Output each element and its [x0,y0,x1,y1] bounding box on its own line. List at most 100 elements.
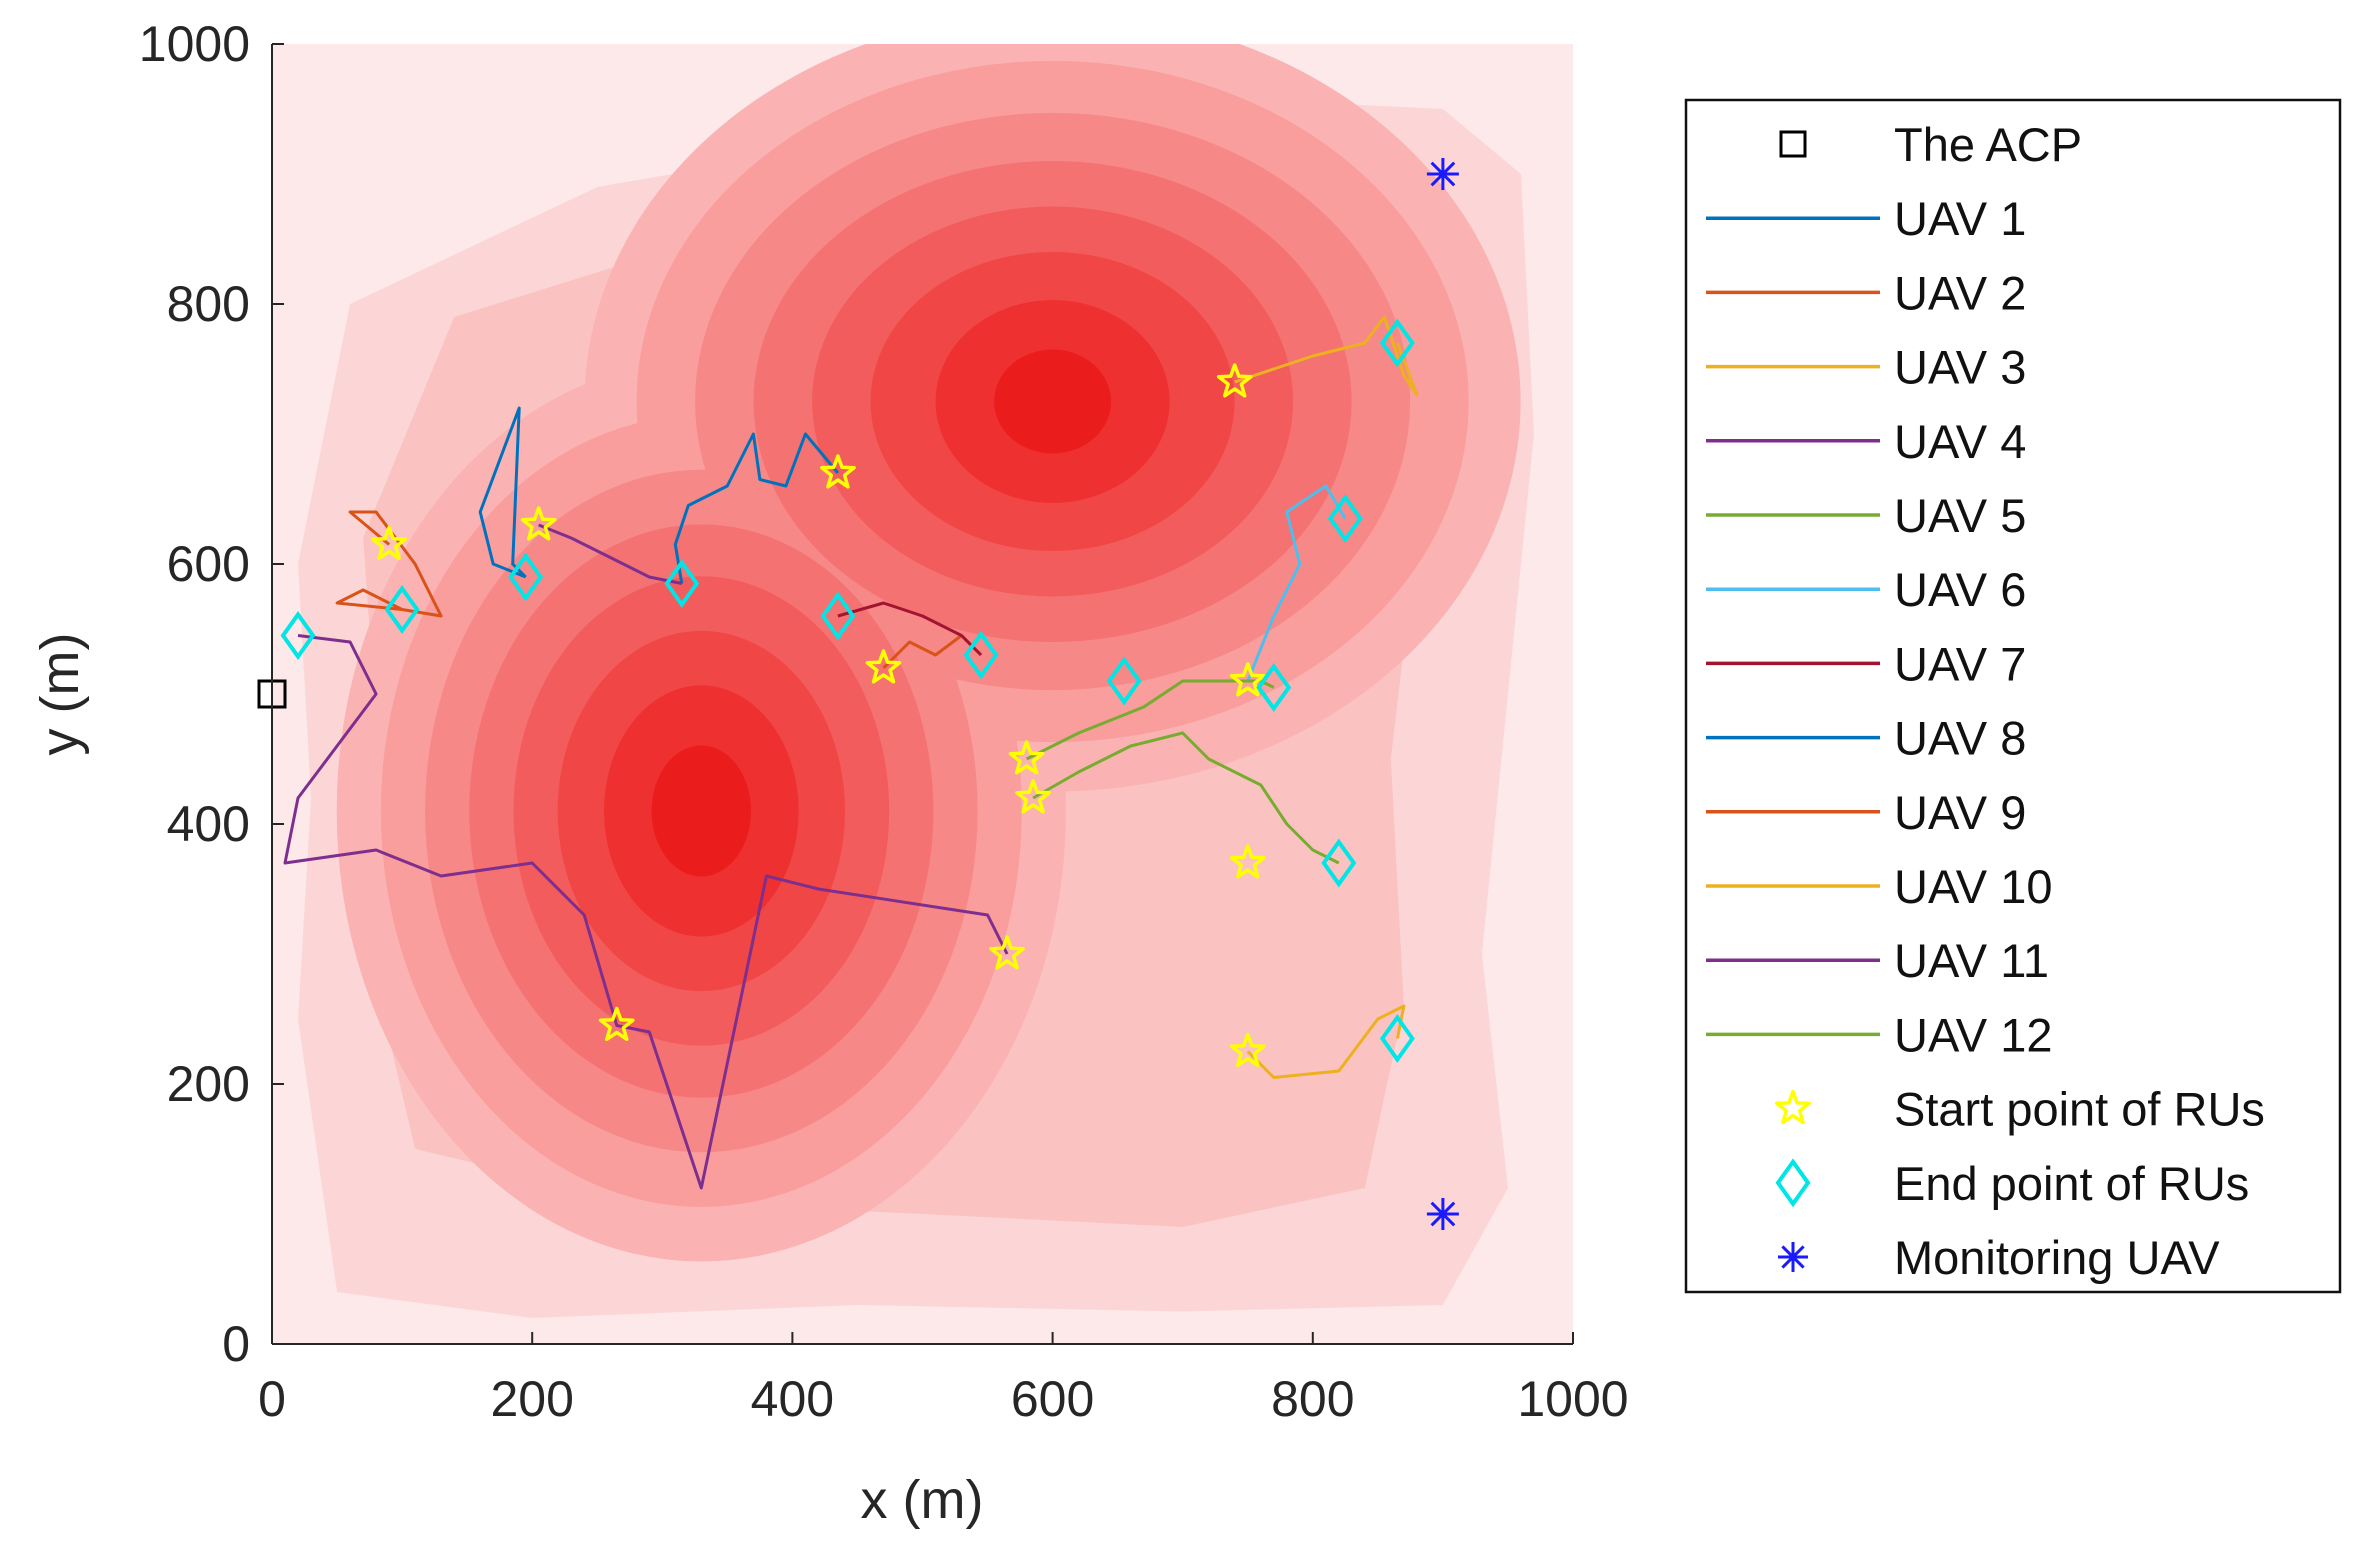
y-tick-label-1000: 1000 [139,16,250,72]
series-line-uav-4 [538,523,683,585]
y-tick-label-0: 0 [222,1316,250,1372]
legend-item-monitoring-uav: Monitoring UAV [1778,1231,2220,1284]
trajectory-lines [283,315,1419,1190]
end-point-marker-7 [1106,656,1142,706]
start-point-marker-5 [989,935,1025,970]
start-point-marker-1 [371,525,408,561]
contour-peak-b-level-8 [651,745,752,877]
x-tick-label-600: 600 [1011,1371,1094,1427]
monitoring-uav-marker-2-stroke-4 [1430,1201,1456,1227]
end-point-marker-5 [820,591,856,641]
series-line-uav-9 [335,510,443,618]
legend-label-start-point-of-rus: Start point of RUs [1894,1083,2265,1136]
legend-label-uav-10: UAV 10 [1894,860,2053,913]
legend-label-the-acp: The ACP [1894,118,2082,171]
legend-label-uav-2: UAV 2 [1894,266,2026,319]
end-point-marker-2 [384,585,420,634]
legend-item-uav-8: UAV 8 [1706,712,2026,765]
end-point-marker-6 [963,630,999,680]
legend-label-uav-6: UAV 6 [1894,563,2026,616]
legend-item-uav-9: UAV 9 [1706,786,2026,839]
legend-item-uav-7: UAV 7 [1706,637,2026,690]
end-point-marker-1 [280,611,316,660]
axis-ticks: 0 200 400 600 800 1000 0 200 400 600 800 1000 [139,16,1629,1427]
y-tick-label-800: 800 [167,276,250,332]
legend-item-uav-6: UAV 6 [1706,563,2026,616]
legend-label-uav-11: UAV 11 [1894,934,2049,987]
end-point-marker-3 [508,552,544,602]
legend-item-uav-4: UAV 4 [1706,415,2026,468]
start-point-marker-4 [865,649,902,684]
x-tick-label-1000: 1000 [1517,1371,1628,1427]
legend-items: The ACP UAV 1 UAV 2 UAV 3 UAV 4 UAV 5 UAV 6 UAV… [1706,118,2265,1284]
x-tick-label-0: 0 [258,1371,286,1427]
start-point-marker-10 [1229,662,1266,697]
end-point-marker-8 [1256,663,1292,712]
monitoring-uav-marker-1 [1426,158,1459,190]
legend-item-start-point-of-rus: Start point of RUs [1775,1083,2265,1136]
series-line-uav-6 [1246,484,1347,682]
start-point-marker-11 [1229,844,1266,879]
x-axis-label: x (m) [861,1470,984,1530]
legend-item-uav-1: UAV 1 [1706,192,2026,245]
contour-peak-a-level-8 [994,349,1112,454]
x-tick-label-800: 800 [1271,1371,1354,1427]
legend-item-end-point-of-rus: End point of RUs [1775,1157,2249,1210]
end-point-marker-9 [1327,494,1363,543]
series-line-uav-10 [1246,1004,1406,1079]
series-line-uav-1 [673,432,840,584]
start-point-marker-8 [1015,779,1052,814]
markers-layer [257,158,1459,1230]
series-line-uav-8 [478,406,527,579]
y-tick-label-600: 600 [167,536,250,592]
legend-item-uav-2: UAV 2 [1706,266,2026,319]
legend-item-uav-3: UAV 3 [1706,341,2026,394]
y-axis-label: y (m) [30,633,90,756]
legend-label-uav-8: UAV 8 [1894,712,2026,765]
end-point-marker-12 [1379,1014,1415,1063]
start-point-marker-6 [598,1006,635,1042]
legend-item-the-acp: The ACP [1779,118,2082,171]
legend-label-uav-5: UAV 5 [1894,489,2026,542]
legend-swatch-monitoring-uav [1778,1242,1808,1272]
legend-label-uav-7: UAV 7 [1894,637,2026,690]
legend-swatch-end-point-of-rus [1775,1158,1811,1208]
density-contours [298,44,1534,1318]
legend-label-uav-12: UAV 12 [1894,1008,2053,1061]
x-tick-label-200: 200 [490,1371,573,1427]
legend-label-end-point-of-rus: End point of RUs [1894,1157,2249,1210]
legend: The ACP UAV 1 UAV 2 UAV 3 UAV 4 UAV 5 UAV 6 UAV… [1684,98,2342,1294]
monitoring-uav-marker-2 [1426,1198,1459,1230]
legend-swatch-the-acp [1779,130,1807,158]
series-line-uav-11 [283,634,1009,1190]
legend-swatch-start-point-of-rus [1775,1089,1811,1125]
start-point-marker-9 [1216,363,1253,398]
start-point-marker-7 [1008,740,1045,775]
series-line-uav-7 [837,601,983,657]
start-point-marker-3 [820,454,856,489]
plot-area: 0 200 400 600 800 1000 0 200 400 600 800 1000 [139,16,1629,1427]
x-tick-label-400: 400 [751,1371,834,1427]
end-point-marker-11 [1379,318,1415,368]
legend-label-monitoring-uav: Monitoring UAV [1894,1231,2220,1284]
legend-item-uav-5: UAV 5 [1706,489,2026,542]
legend-label-uav-4: UAV 4 [1894,415,2026,468]
start-point-marker-2 [520,506,557,541]
legend-label-uav-3: UAV 3 [1894,341,2026,394]
legend-label-uav-1: UAV 1 [1894,192,2026,245]
end-point-marker-4 [664,559,700,608]
end-point-marker-10 [1321,838,1357,888]
y-tick-label-400: 400 [167,796,250,852]
monitoring-uav-marker-1-stroke-4 [1430,161,1456,187]
series-line-uav-5 [1032,731,1340,865]
start-point-marker-12 [1229,1032,1266,1068]
legend-item-uav-12: UAV 12 [1706,1008,2053,1061]
legend-label-uav-9: UAV 9 [1894,786,2026,839]
y-tick-label-200: 200 [167,1056,250,1112]
legend-swatch-monitoring-uav-stroke-4 [1781,1245,1805,1269]
series-line-uav-3 [1234,315,1419,397]
axes [271,44,1573,1345]
legend-item-uav-10: UAV 10 [1706,860,2053,913]
legend-item-uav-11: UAV 11 [1706,934,2049,987]
